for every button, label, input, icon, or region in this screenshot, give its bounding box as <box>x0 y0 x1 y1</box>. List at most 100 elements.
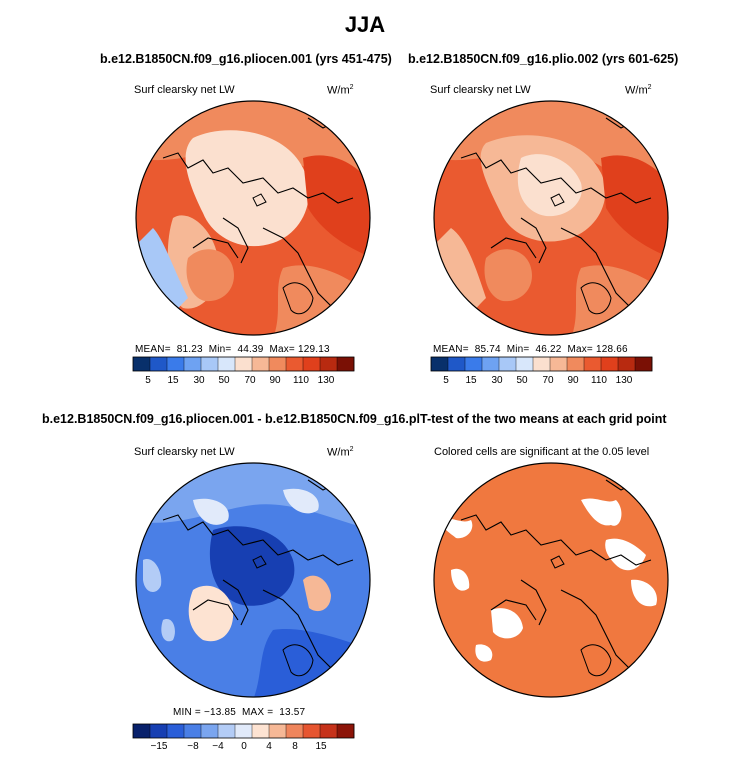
colorbar-border <box>132 723 355 739</box>
tick-label: 15 <box>465 375 477 386</box>
tick-label: 70 <box>542 375 554 386</box>
tick-label: 70 <box>244 375 256 386</box>
panel-4-map <box>433 462 669 698</box>
tick-label: 5 <box>443 375 449 386</box>
tick-label: 8 <box>292 741 298 752</box>
panel-2-variable: Surf clearsky net LW <box>430 84 531 96</box>
colorbar-bin <box>516 357 534 371</box>
colorbar-bin <box>567 357 585 371</box>
field-region-greenland <box>186 249 234 302</box>
panel-3-units: W/m2 <box>327 446 354 459</box>
colorbar-bin <box>465 357 483 371</box>
tick-label: 50 <box>516 375 528 386</box>
field-region-hot <box>601 155 668 258</box>
colorbar-bin <box>286 357 304 371</box>
map-border <box>135 462 371 698</box>
colorbar-bin <box>635 357 653 371</box>
tick-label: 0 <box>241 741 247 752</box>
field-region-greenland <box>484 249 532 302</box>
colorbar-bin <box>601 357 619 371</box>
panel-3-stats: MIN = −13.85 MAX = 13.57 <box>173 707 306 718</box>
colorbar-bin <box>184 357 202 371</box>
colorbar-bin <box>286 724 304 738</box>
colorbar-bin <box>201 357 219 371</box>
colorbar-bin <box>303 724 321 738</box>
panel-4-title: T-test of the two means at each grid poi… <box>420 412 667 426</box>
field-region-pole <box>517 154 582 217</box>
colorbar-bin <box>448 357 466 371</box>
colorbar-bin <box>337 357 355 371</box>
colorbar-border <box>430 356 653 372</box>
field-region-warm <box>188 585 234 642</box>
colorbar-bin <box>150 724 168 738</box>
colorbar-bin <box>499 357 517 371</box>
colorbar-bin <box>218 724 236 738</box>
field-region-negative <box>193 488 319 525</box>
colorbar-bin <box>550 357 568 371</box>
coastline-islands <box>550 555 612 677</box>
colorbar-bin <box>533 357 551 371</box>
panel-1-colorbar-ticks: 5 15 30 50 70 90 110 130 <box>133 375 354 389</box>
colorbar-bin <box>584 357 602 371</box>
panel-2-colorbar-ticks: 5 15 30 50 70 90 110 130 <box>431 375 652 389</box>
panel-2-units: W/m2 <box>625 84 652 97</box>
tick-label: 90 <box>269 375 281 386</box>
coastline <box>162 117 354 324</box>
colorbar-bin <box>337 724 355 738</box>
colorbar-bin <box>218 357 236 371</box>
field-region-central <box>185 130 309 247</box>
colorbar-bin <box>235 357 253 371</box>
colorbar-bin <box>133 357 151 371</box>
colorbar-bin <box>252 357 270 371</box>
field-region-hot <box>303 155 370 258</box>
coastline-islands <box>550 193 612 315</box>
colorbar-border <box>132 356 355 372</box>
colorbar-bin <box>133 724 151 738</box>
colorbar-bin <box>201 724 219 738</box>
colorbar-bin <box>431 357 449 371</box>
colorbar-bin <box>235 724 253 738</box>
field-region-cool <box>143 559 175 642</box>
field-region-warm-2 <box>303 575 331 612</box>
colorbar-bin <box>150 357 168 371</box>
coastline <box>460 117 652 324</box>
panel-1-stats: MEAN= 81.23 Min= 44.39 Max= 129.13 <box>135 344 330 355</box>
tick-label: −15 <box>150 741 168 752</box>
significant-field <box>434 463 668 697</box>
tick-label: 15 <box>315 741 327 752</box>
coastline <box>460 479 652 686</box>
map-border <box>135 100 371 336</box>
panel-1-title: b.e12.B1850CN.f09_g16.pliocen.001 (yrs 4… <box>100 52 392 66</box>
tick-label: 15 <box>167 375 179 386</box>
panel-3-colorbar-ticks: −15 −8 −4 0 4 8 15 <box>133 741 354 755</box>
field-region-mid <box>253 629 370 697</box>
panel-1-colorbar <box>132 356 355 372</box>
tick-label: 30 <box>193 375 205 386</box>
colorbar-bin <box>482 357 500 371</box>
tick-label: 110 <box>591 375 607 386</box>
panel-3-title: b.e12.B1850CN.f09_g16.pliocen.001 - b.e1… <box>42 412 456 426</box>
tick-label: 90 <box>567 375 579 386</box>
panel-2-title: b.e12.B1850CN.f09_g16.plio.002 (yrs 601-… <box>408 52 679 66</box>
panel-3-colorbar <box>132 723 355 739</box>
panel-2-colorbar <box>430 356 653 372</box>
tick-label: −4 <box>212 741 224 752</box>
colorbar-bin <box>320 724 338 738</box>
colorbar-bin <box>167 724 185 738</box>
tick-label: 130 <box>615 375 633 386</box>
non-significant-region <box>441 498 657 662</box>
map-border <box>433 100 669 336</box>
panel-2-stats: MEAN= 85.74 Min= 46.22 Max= 128.66 <box>433 344 628 355</box>
panel-2-map <box>433 100 669 336</box>
colorbar-bin <box>167 357 185 371</box>
tick-label: −8 <box>187 741 199 752</box>
page-title: JJA <box>344 12 386 37</box>
coastline-islands <box>252 555 314 677</box>
tick-label: 30 <box>491 375 503 386</box>
tick-label: 4 <box>266 741 272 752</box>
coastline <box>162 479 354 686</box>
panel-1-map <box>135 100 371 336</box>
colorbar-bin <box>184 724 202 738</box>
map-border <box>433 462 669 698</box>
colorbar-bin <box>303 357 321 371</box>
